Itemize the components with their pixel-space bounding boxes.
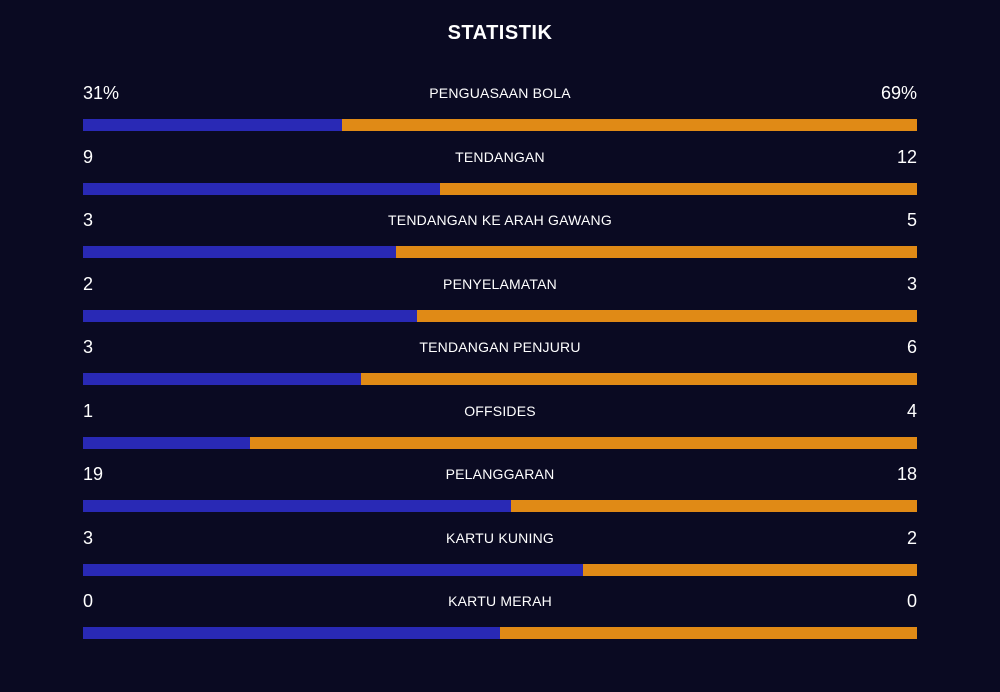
- home-value: 0: [83, 591, 94, 611]
- stat-row: 31% 69% PENGUASAAN BOLA: [83, 80, 917, 144]
- comparison-bar: [83, 119, 917, 131]
- comparison-bar: [83, 182, 917, 195]
- away-bar-fill: [249, 436, 917, 449]
- stat-row: 3 6 TENDANGAN PENJURU: [83, 334, 917, 398]
- stat-row: 1 4 OFFSIDES: [83, 398, 917, 462]
- home-bar-fill: [83, 373, 361, 385]
- home-bar-fill: [83, 119, 342, 131]
- away-value: 0: [906, 591, 917, 611]
- home-bar-fill: [83, 309, 417, 322]
- panel-title: STATISTIK: [447, 22, 553, 44]
- comparison-bar: [83, 246, 917, 258]
- stat-row: 3 2 KARTU KUNING: [83, 525, 917, 589]
- stat-row: 2 3 PENYELAMATAN: [83, 271, 917, 335]
- home-value: 9: [83, 146, 94, 167]
- away-value: 2: [906, 527, 917, 548]
- away-value: 69%: [880, 83, 917, 103]
- away-value: 4: [906, 400, 917, 421]
- away-bar-fill: [511, 500, 917, 512]
- home-bar-fill: [83, 246, 396, 258]
- home-bar-fill: [83, 436, 250, 449]
- comparison-bar: [83, 563, 917, 576]
- stat-row: 19 18 PELANGGARAN: [83, 461, 917, 525]
- home-value: 3: [83, 337, 94, 357]
- away-bar-fill: [583, 563, 917, 576]
- away-bar-fill: [395, 246, 917, 258]
- away-bar-fill: [500, 627, 917, 639]
- home-value: 1: [83, 400, 94, 421]
- home-value: 2: [83, 273, 94, 294]
- home-value: 3: [83, 210, 94, 230]
- away-value: 12: [896, 146, 917, 167]
- away-value: 3: [906, 273, 917, 294]
- comparison-bar: [83, 309, 917, 322]
- comparison-bar: [83, 436, 917, 449]
- comparison-bar: [83, 373, 917, 385]
- away-value: 18: [896, 464, 917, 484]
- home-bar-fill: [83, 182, 441, 195]
- stat-values: 19 18: [83, 461, 917, 488]
- away-bar-fill: [341, 119, 917, 131]
- home-value: 19: [83, 464, 104, 484]
- stat-values: 9 12: [83, 144, 917, 171]
- away-bar-fill: [416, 309, 917, 322]
- stat-values: 31% 69%: [83, 80, 917, 107]
- away-bar-fill: [360, 373, 917, 385]
- comparison-bar: [83, 500, 917, 512]
- comparison-bar: [83, 627, 917, 639]
- away-value: 5: [906, 210, 917, 230]
- home-bar-fill: [83, 627, 500, 639]
- stat-row: 9 12 TENDANGAN: [83, 144, 917, 208]
- away-value: 6: [906, 337, 917, 357]
- home-value: 3: [83, 527, 94, 548]
- home-bar-fill: [83, 500, 512, 512]
- stat-row: 3 5 TENDANGAN KE ARAH GAWANG: [83, 207, 917, 271]
- stat-row: 0 0 KARTU MERAH: [83, 588, 917, 652]
- home-bar-fill: [83, 563, 584, 576]
- stats-list: 31% 69% PENGUASAAN BOLA 9 12 TENDANGAN 3 5 TENDA…: [83, 80, 917, 652]
- home-value: 31%: [83, 83, 120, 103]
- away-bar-fill: [440, 182, 917, 195]
